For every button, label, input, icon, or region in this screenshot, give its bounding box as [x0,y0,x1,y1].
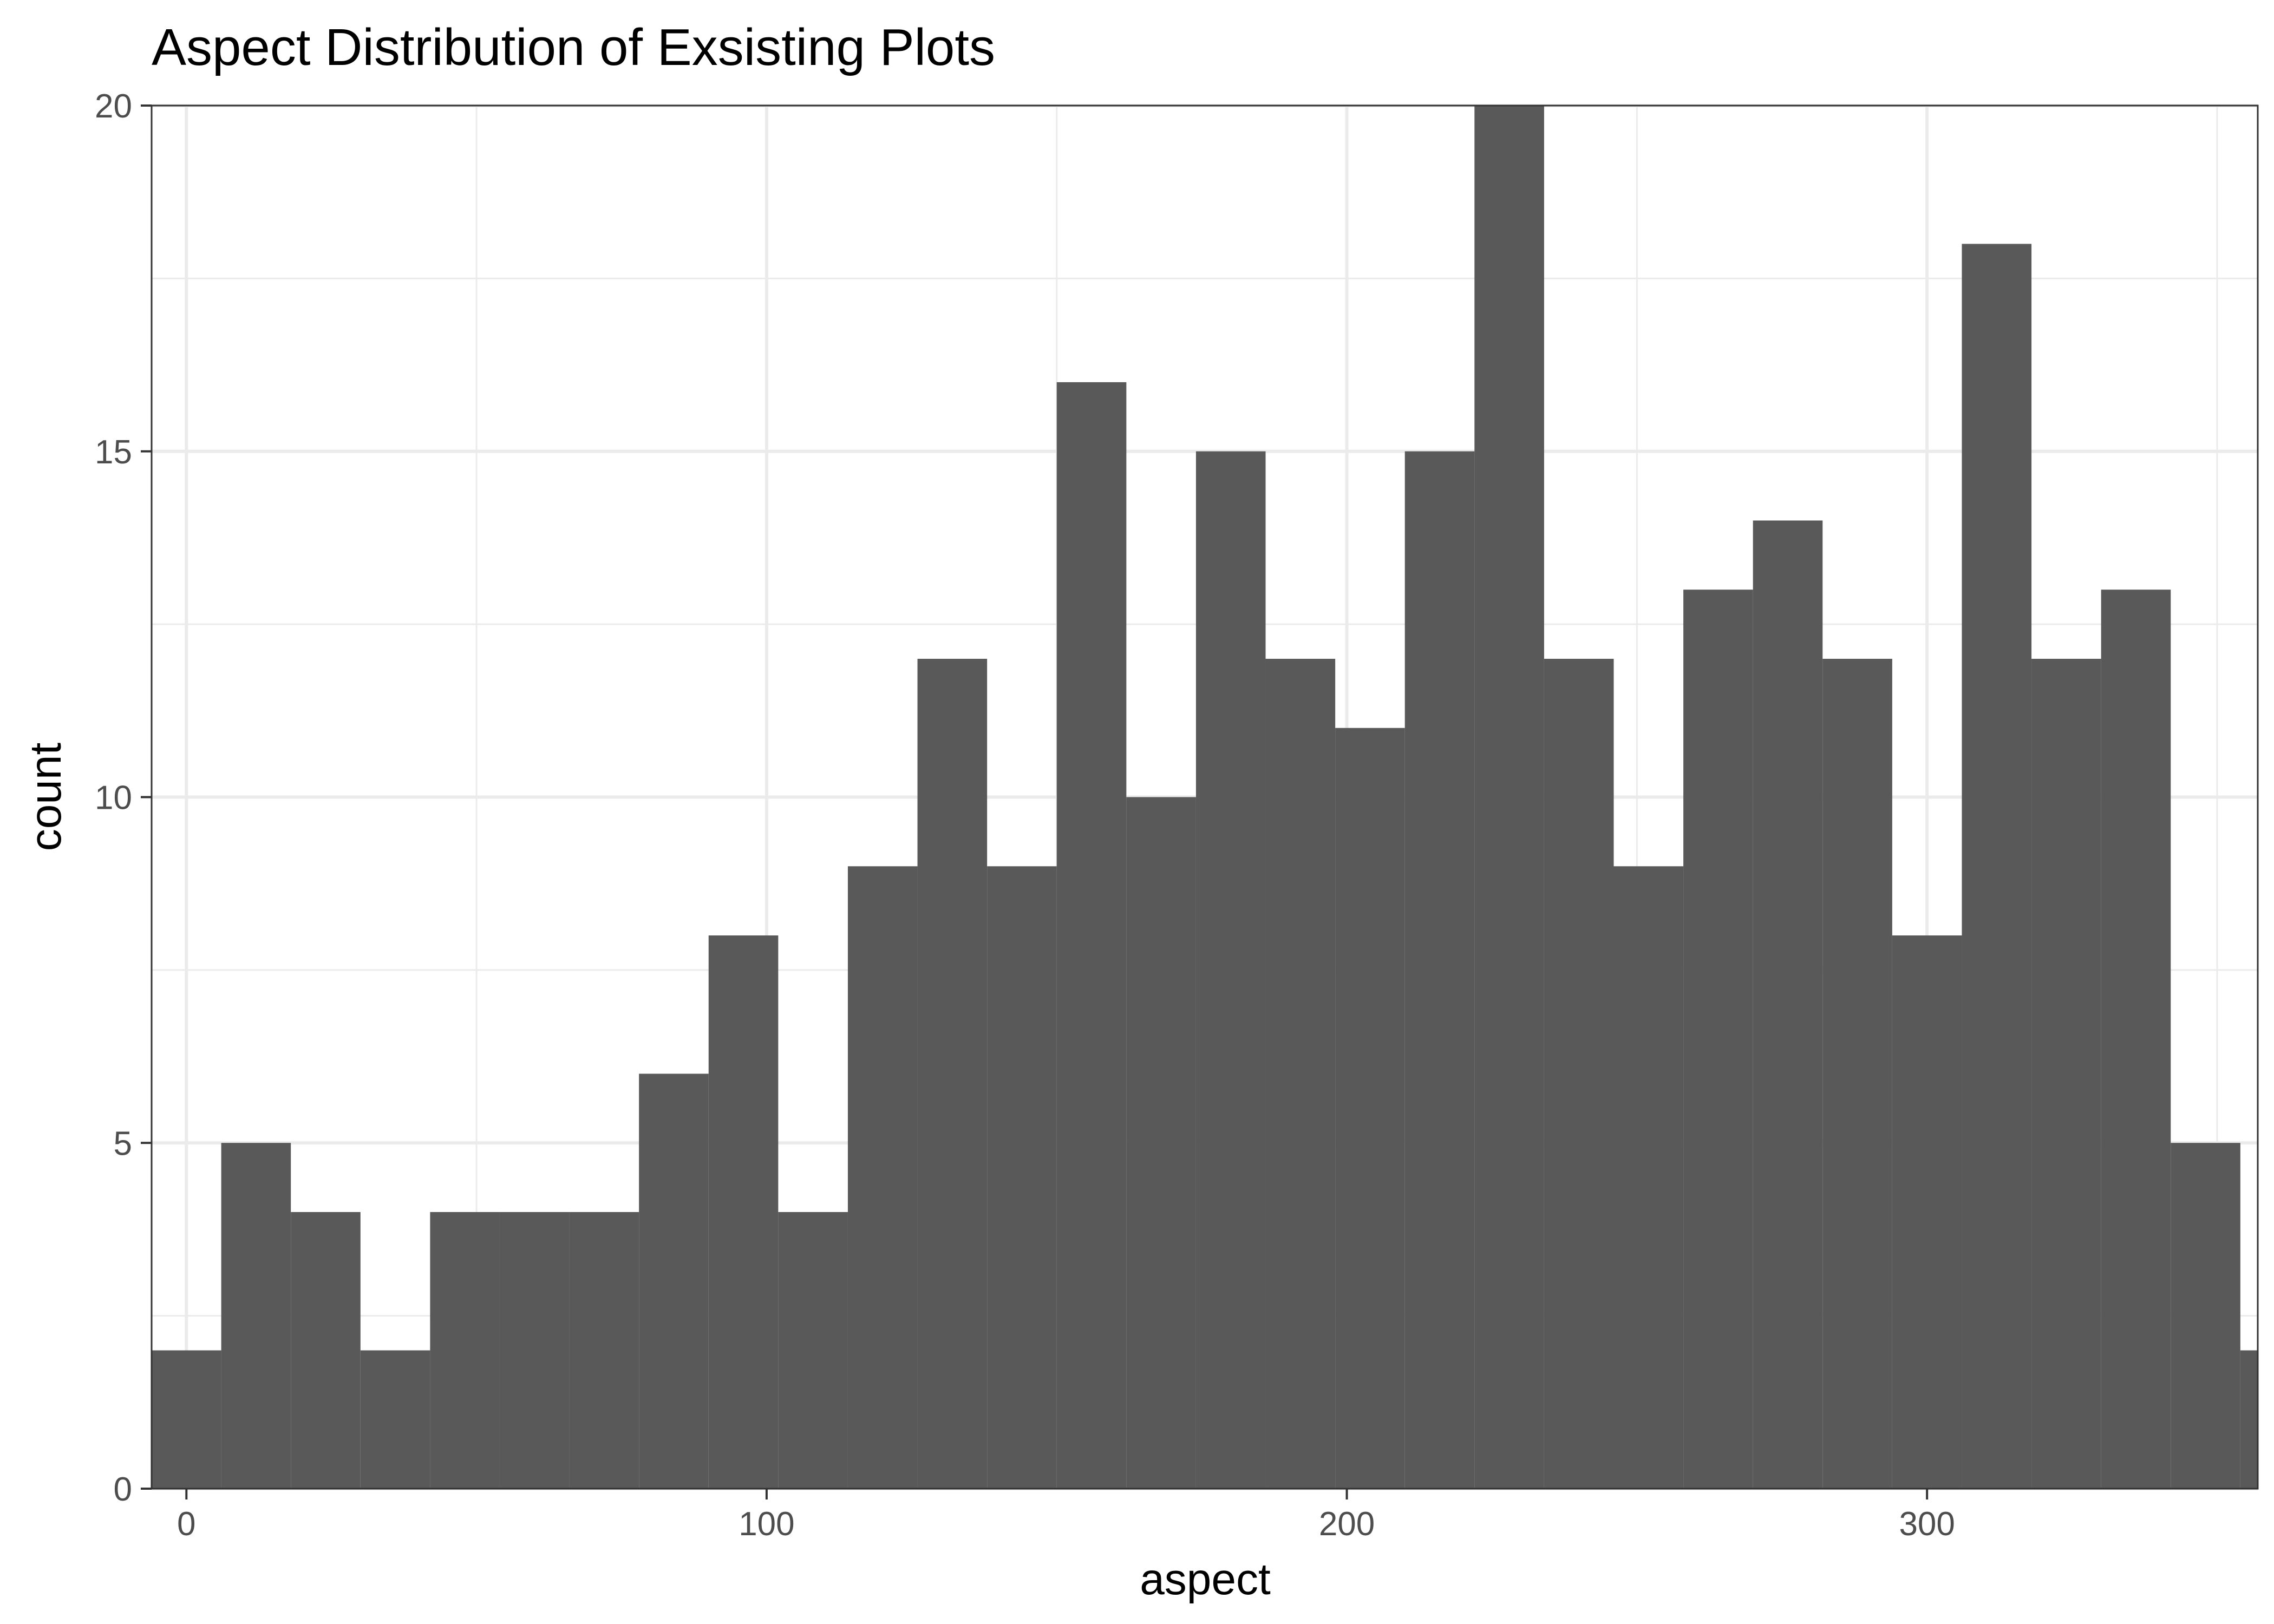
histogram-bar [1822,659,1892,1489]
histogram-bar [778,1212,848,1489]
histogram-bar [360,1350,430,1489]
histogram-bar [1126,797,1196,1489]
y-tick-label: 15 [95,434,132,471]
x-axis-label: aspect [1140,1555,1271,1604]
histogram-bar [2240,1350,2258,1489]
x-tick-label: 0 [177,1505,195,1543]
histogram-bar [1544,659,1614,1489]
histogram-bar [221,1143,291,1489]
x-tick-label: 100 [739,1505,794,1543]
y-tick-label: 10 [95,780,132,817]
histogram-bar [1753,520,1823,1489]
chart-title: Aspect Distribution of Exsisting Plots [152,18,995,76]
histogram-bar [847,866,918,1489]
histogram-bar [708,935,779,1489]
histogram-bar [987,866,1057,1489]
y-tick-label: 5 [114,1125,132,1162]
histogram-bar [1613,866,1684,1489]
histogram-bar [1265,659,1336,1489]
histogram-bar [1683,590,1753,1489]
x-tick-label: 200 [1319,1505,1375,1543]
histogram-bar [152,1350,221,1489]
histogram-bar [430,1212,500,1489]
x-axis-ticks: 0 100 200 300 [177,1489,1955,1543]
histogram-bar [499,1212,570,1489]
histogram-bar [2171,1143,2240,1489]
histogram-bar [1962,244,2032,1489]
histogram-bars [152,106,2258,1489]
y-tick-label: 20 [95,88,132,125]
histogram-bar [1335,728,1405,1489]
histogram-bar [291,1212,361,1489]
histogram-bar [1892,935,1962,1489]
y-axis-label: count [21,742,70,851]
histogram-bar [917,659,988,1489]
histogram-bar [1474,106,1544,1489]
histogram-bar [2101,590,2171,1489]
y-axis-ticks: 0 5 10 15 20 [95,88,152,1508]
histogram-bar [1056,382,1127,1489]
y-tick-label: 0 [114,1471,132,1508]
x-tick-label: 300 [1899,1505,1955,1543]
histogram-bar [1195,451,1266,1489]
histogram-bar [569,1212,639,1489]
histogram-bar [2031,659,2101,1489]
histogram-bar [1404,451,1475,1489]
histogram-bar [639,1073,709,1489]
